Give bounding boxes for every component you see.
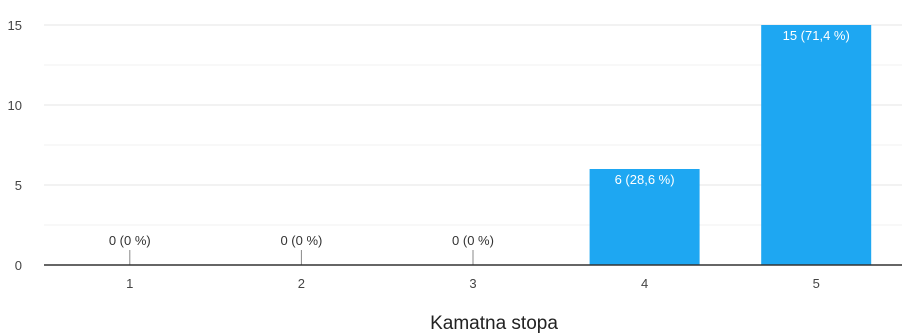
gridlines: [44, 24, 902, 226]
y-tick-label: 0: [15, 258, 22, 273]
x-tick-label: 2: [298, 276, 305, 291]
bar: [761, 25, 872, 265]
y-tick-label: 10: [8, 98, 22, 113]
x-tick-label: 4: [641, 276, 648, 291]
x-tick-label: 1: [126, 276, 133, 291]
x-tick-label: 5: [813, 276, 820, 291]
data-label: 0 (0 %): [280, 233, 322, 248]
axes: 0 5 10 15 1 2 3 4 5: [8, 18, 902, 291]
data-labels: 0 (0 %) 0 (0 %) 0 (0 %) 6 (28,6 %) 15 (71,4 …: [109, 28, 850, 248]
bar: [589, 169, 700, 265]
data-label: 0 (0 %): [452, 233, 494, 248]
data-label: 15 (71,4 %): [783, 28, 850, 43]
y-tick-label: 15: [8, 18, 22, 33]
data-label: 6 (28,6 %): [615, 172, 675, 187]
y-tick-label: 5: [15, 178, 22, 193]
x-tick-label: 3: [469, 276, 476, 291]
data-label: 0 (0 %): [109, 233, 151, 248]
x-axis-title: Kamatna stopa: [430, 313, 558, 334]
bars: [129, 25, 872, 265]
